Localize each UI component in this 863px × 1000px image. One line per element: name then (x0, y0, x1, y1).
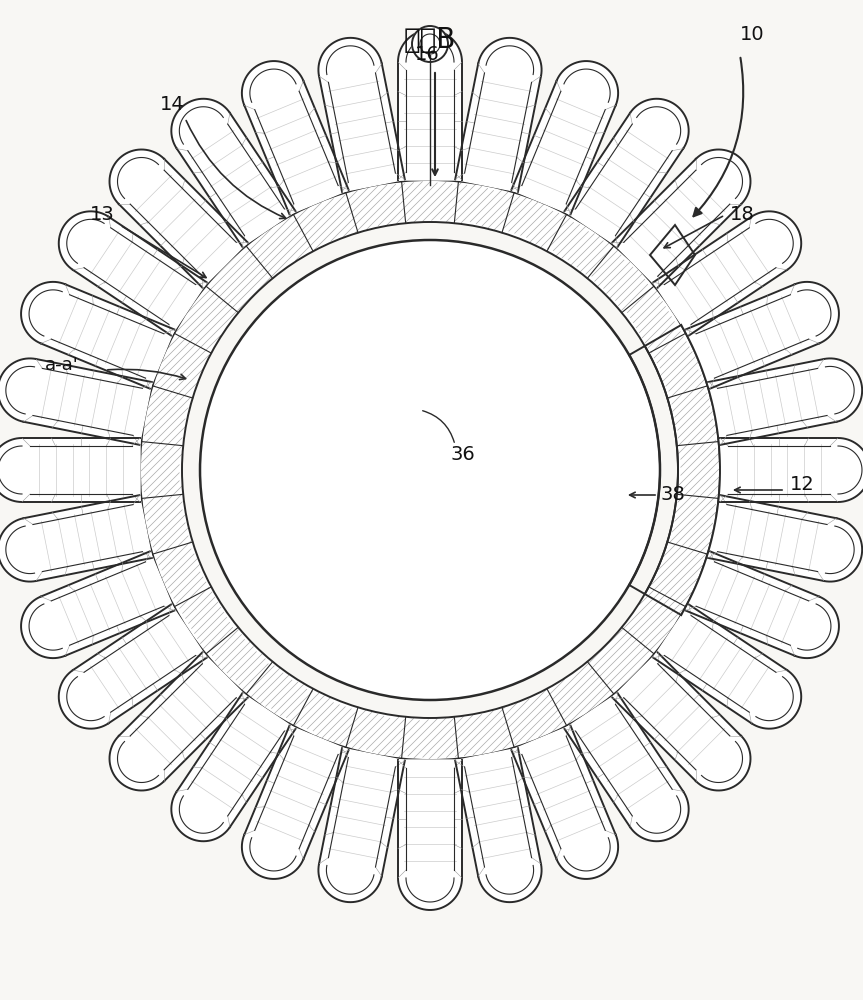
Polygon shape (242, 61, 349, 214)
Text: 10: 10 (740, 25, 765, 44)
Polygon shape (653, 605, 801, 729)
Polygon shape (172, 99, 295, 247)
Text: 14: 14 (160, 95, 185, 114)
Text: 36: 36 (450, 445, 475, 464)
Polygon shape (0, 358, 152, 445)
FancyArrowPatch shape (694, 58, 743, 216)
Text: 12: 12 (790, 475, 815, 494)
Polygon shape (398, 30, 462, 180)
Text: 细节B: 细节B (404, 26, 457, 54)
Polygon shape (0, 438, 140, 502)
Text: 16: 16 (415, 45, 440, 64)
Polygon shape (686, 282, 839, 389)
Polygon shape (512, 61, 618, 214)
Polygon shape (455, 38, 542, 192)
Polygon shape (720, 438, 863, 502)
Polygon shape (21, 551, 174, 658)
Polygon shape (653, 211, 801, 335)
Polygon shape (318, 748, 405, 902)
Polygon shape (564, 99, 689, 247)
Polygon shape (0, 495, 152, 582)
Polygon shape (455, 748, 542, 902)
Polygon shape (613, 652, 751, 790)
Polygon shape (613, 150, 751, 288)
Polygon shape (398, 760, 462, 910)
Polygon shape (709, 495, 862, 582)
Polygon shape (686, 551, 839, 658)
Polygon shape (564, 693, 689, 841)
Polygon shape (59, 211, 206, 335)
Text: 13: 13 (90, 205, 115, 224)
Polygon shape (318, 38, 405, 192)
Polygon shape (110, 652, 248, 790)
Polygon shape (172, 693, 295, 841)
Polygon shape (242, 726, 349, 879)
Polygon shape (59, 605, 206, 729)
Circle shape (412, 26, 448, 62)
Polygon shape (709, 358, 862, 445)
Text: 18: 18 (730, 205, 755, 224)
Polygon shape (512, 726, 618, 879)
Circle shape (200, 240, 660, 700)
Text: 38: 38 (660, 485, 684, 504)
Polygon shape (21, 282, 174, 389)
Text: a-a': a-a' (45, 356, 79, 374)
Polygon shape (110, 150, 248, 288)
